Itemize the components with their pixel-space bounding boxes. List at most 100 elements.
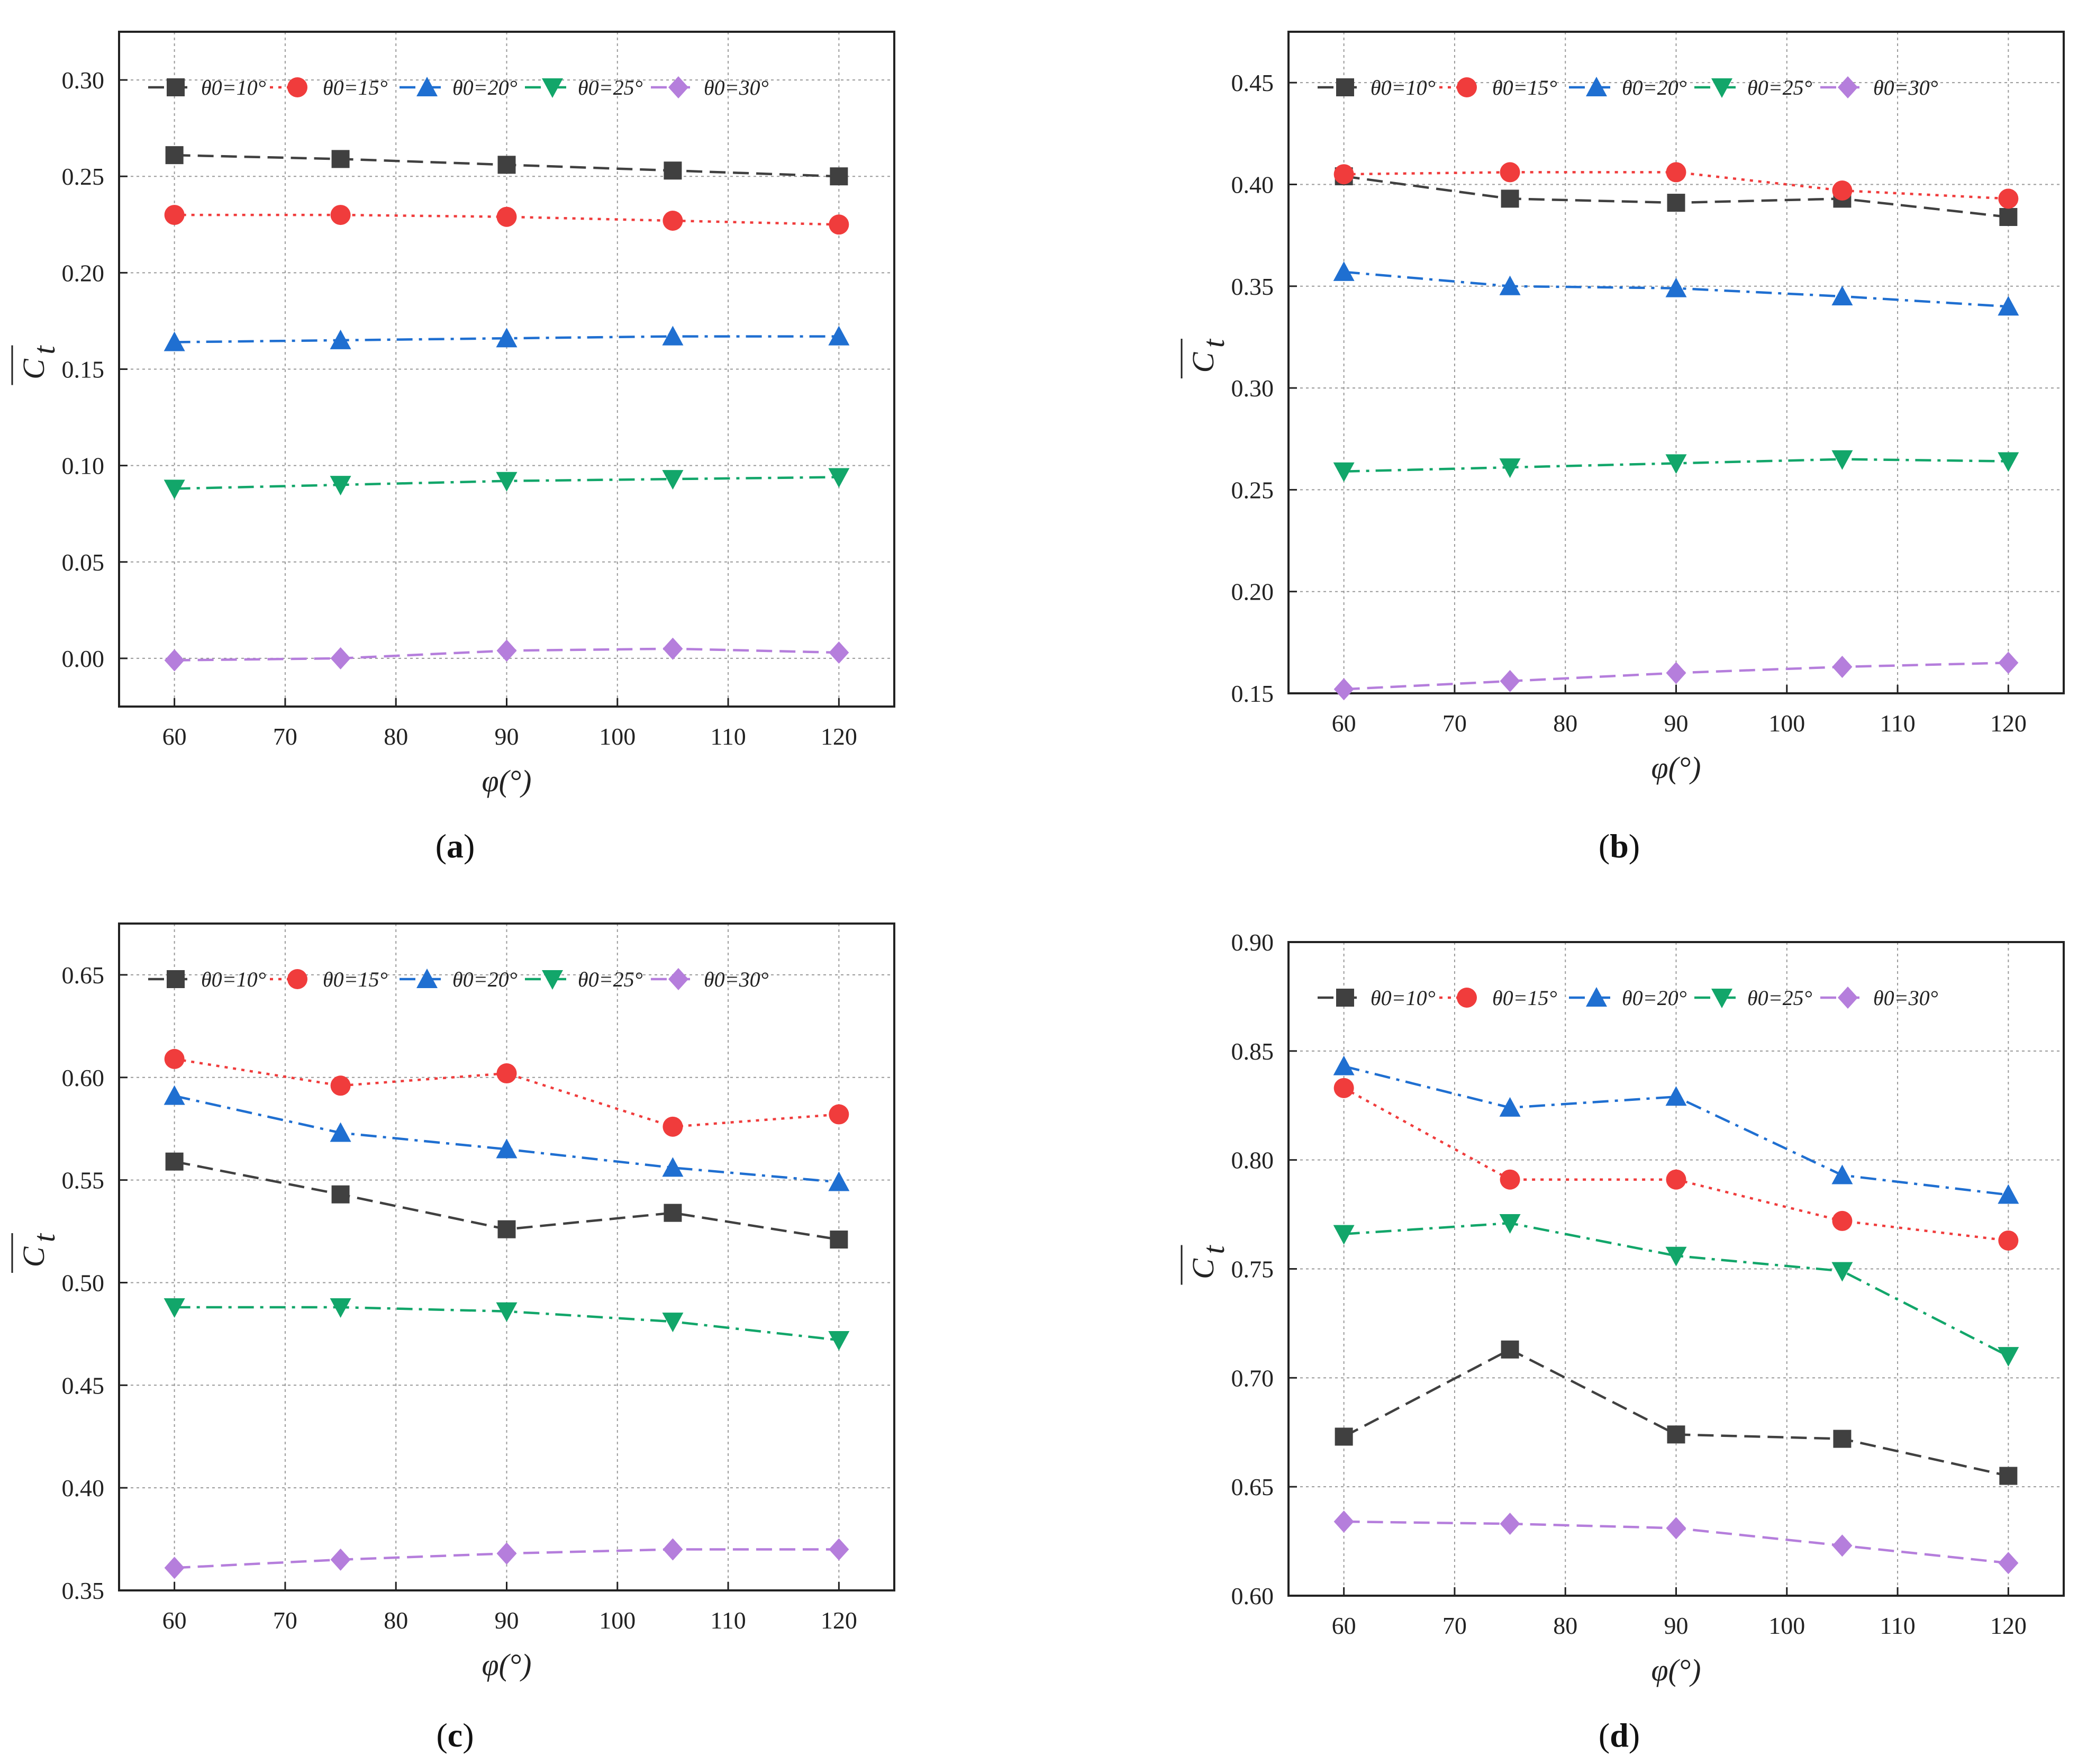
- panel-caption: (b): [1599, 827, 1640, 865]
- data-point-0: [664, 1204, 682, 1222]
- data-point-2: [1831, 1164, 1853, 1184]
- x-tick-label: 60: [1332, 1612, 1356, 1639]
- data-point-2: [662, 1157, 684, 1177]
- legend-label-1: θ0=15°: [1492, 986, 1557, 1010]
- data-point-4: [1500, 670, 1520, 692]
- data-point-0: [830, 167, 848, 186]
- x-tick-label: 120: [821, 723, 857, 750]
- data-point-1: [1333, 164, 1354, 185]
- legend-label-0: θ0=10°: [201, 967, 266, 991]
- y-tick-label: 0.80: [1231, 1147, 1274, 1174]
- x-tick-label: 70: [1442, 1612, 1467, 1639]
- data-point-2: [496, 328, 518, 348]
- data-point-1: [663, 211, 683, 231]
- x-tick-label: 70: [273, 1607, 297, 1634]
- data-point-4: [1832, 656, 1853, 678]
- x-tick-label: 120: [1990, 710, 2027, 737]
- chart-panel-a: 60 70 80 90 100 110 120 0.00 0.05 0.10 0.15 0.20 0.2…: [11, 31, 895, 865]
- x-tick-label: 120: [821, 1607, 857, 1634]
- y-tick-label: 0.65: [62, 962, 105, 989]
- y-axis-title-subscript: t: [1196, 1245, 1231, 1254]
- legend-label-2: θ0=20°: [1622, 986, 1687, 1010]
- y-tick-label: 0.40: [1231, 171, 1274, 198]
- data-point-1: [1832, 1210, 1853, 1231]
- y-axis-title-text: C: [1186, 1258, 1220, 1279]
- data-point-3: [1333, 462, 1355, 482]
- data-point-4: [496, 639, 517, 662]
- data-point-2: [828, 1171, 850, 1191]
- data-point-4: [1998, 1552, 2019, 1575]
- data-point-2: [1665, 277, 1687, 297]
- plot-frame: [118, 31, 895, 708]
- legend-label-2: θ0=20°: [452, 76, 518, 99]
- data-point-4: [663, 637, 683, 660]
- data-point-3: [1831, 450, 1853, 470]
- data-point-4: [829, 641, 849, 664]
- series-line-2: [1344, 1065, 2009, 1196]
- data-point-2: [1665, 1086, 1687, 1106]
- legend-marker-1: [287, 77, 307, 97]
- data-point-3: [1665, 1246, 1687, 1267]
- x-tick-label: 90: [1664, 1612, 1689, 1639]
- y-axis-title: Ct: [1181, 338, 1231, 378]
- data-point-3: [662, 1313, 684, 1333]
- y-tick-label: 0.45: [62, 1372, 105, 1399]
- panel-caption: (a): [435, 827, 475, 865]
- data-point-3: [1665, 454, 1687, 474]
- data-point-0: [1501, 189, 1519, 208]
- legend-label-1: θ0=15°: [323, 967, 388, 991]
- data-point-0: [1999, 208, 2018, 226]
- data-point-1: [330, 1075, 351, 1096]
- x-tick-label: 90: [495, 723, 519, 750]
- data-point-0: [1501, 1340, 1519, 1359]
- legend-marker-1: [1457, 988, 1477, 1008]
- legend-marker-3: [1711, 989, 1732, 1008]
- data-point-4: [1666, 662, 1686, 684]
- y-tick-label: 0.05: [62, 549, 105, 576]
- legend-label-4: θ0=30°: [1873, 76, 1938, 99]
- y-axis-title-text: C: [16, 358, 51, 379]
- x-tick-label: 100: [599, 723, 636, 750]
- legend-label-4: θ0=30°: [1873, 986, 1938, 1010]
- x-tick-label: 60: [162, 723, 187, 750]
- y-axis-title-subscript: t: [27, 345, 61, 355]
- data-point-0: [1999, 1467, 2018, 1485]
- legend-marker-2: [1586, 987, 1607, 1007]
- y-tick-label: 0.30: [1231, 375, 1274, 402]
- y-tick-label: 0.35: [62, 1577, 105, 1604]
- data-point-3: [1499, 1214, 1521, 1234]
- y-tick-label: 0.60: [62, 1064, 105, 1091]
- data-point-2: [496, 1138, 518, 1159]
- legend-marker-4: [1838, 76, 1858, 98]
- chart-panel-b: 60 70 80 90 100 110 120 0.15 0.20 0.25 0.30 0.35 0.4…: [1181, 31, 2065, 865]
- legend-marker-0: [1336, 78, 1354, 96]
- data-point-1: [1333, 1078, 1354, 1098]
- y-tick-label: 0.55: [62, 1167, 105, 1194]
- y-axis-title-text: C: [1186, 351, 1220, 373]
- legend-marker-3: [542, 970, 563, 990]
- legend-marker-1: [1457, 77, 1477, 97]
- data-point-1: [496, 206, 517, 227]
- legend-label-3: θ0=25°: [578, 967, 643, 991]
- y-tick-label: 0.25: [62, 163, 105, 190]
- data-point-4: [1333, 678, 1354, 701]
- data-point-3: [1499, 458, 1521, 478]
- data-point-2: [1499, 275, 1521, 295]
- data-point-2: [164, 331, 185, 351]
- x-tick-label: 90: [1664, 710, 1689, 737]
- data-point-3: [496, 1302, 518, 1322]
- data-point-0: [1335, 1427, 1353, 1446]
- data-point-4: [1832, 1534, 1853, 1557]
- plot-frame: [1287, 31, 2065, 694]
- x-tick-label: 120: [1990, 1612, 2027, 1639]
- x-axis-title: φ(°): [1651, 1653, 1701, 1687]
- y-axis-title: Ct: [1181, 1245, 1231, 1285]
- y-tick-label: 0.15: [1231, 680, 1274, 707]
- x-tick-label: 70: [273, 723, 297, 750]
- x-tick-label: 70: [1442, 710, 1467, 737]
- data-point-4: [164, 1557, 185, 1579]
- data-point-2: [1831, 286, 1853, 305]
- data-point-2: [164, 1085, 185, 1105]
- x-axis-title: φ(°): [482, 1648, 532, 1682]
